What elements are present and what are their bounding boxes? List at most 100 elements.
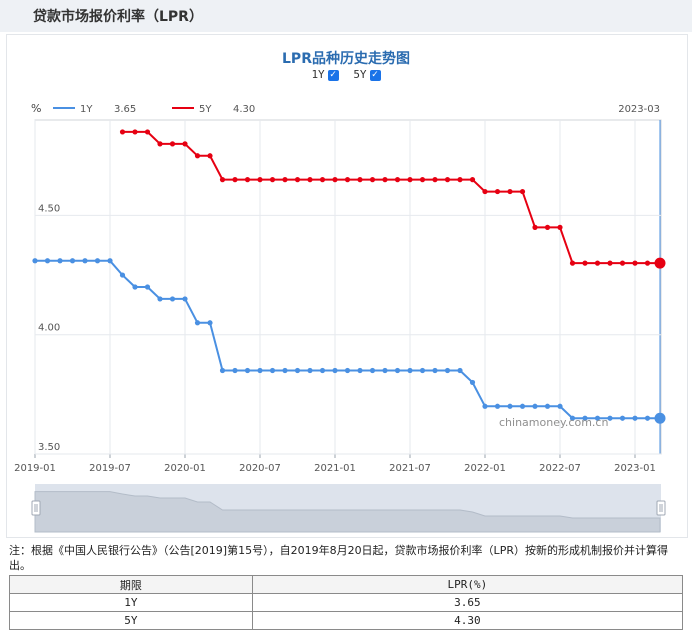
series-point-1y-current[interactable] — [654, 412, 666, 424]
series-point-5y[interactable] — [382, 177, 388, 183]
series-point-1y[interactable] — [569, 415, 576, 421]
legend-item-1y[interactable]: 1Y 3.65 — [53, 104, 136, 115]
series-point-1y[interactable] — [544, 403, 551, 409]
series-point-5y[interactable] — [219, 177, 226, 183]
toggle-5y-checkbox[interactable]: ✓ — [369, 69, 381, 81]
series-point-1y[interactable] — [207, 320, 213, 326]
series-point-1y[interactable] — [507, 403, 513, 409]
series-point-5y[interactable] — [132, 129, 138, 135]
series-point-1y[interactable] — [457, 367, 463, 374]
series-point-5y[interactable] — [169, 141, 176, 147]
series-point-1y[interactable] — [107, 258, 113, 264]
series-point-5y[interactable] — [207, 153, 213, 159]
series-point-5y[interactable] — [369, 177, 376, 183]
series-point-5y[interactable] — [182, 141, 188, 147]
series-point-1y[interactable] — [232, 367, 238, 374]
series-point-5y[interactable] — [457, 177, 463, 183]
series-point-1y[interactable] — [332, 367, 338, 374]
series-point-5y[interactable] — [344, 177, 351, 183]
series-point-5y[interactable] — [332, 177, 338, 183]
series-point-5y[interactable] — [607, 260, 613, 266]
series-point-5y[interactable] — [269, 177, 276, 183]
series-point-1y[interactable] — [344, 367, 351, 374]
series-point-5y[interactable] — [282, 177, 288, 183]
legend-item-5y[interactable]: 5Y 4.30 — [172, 104, 255, 115]
zoom-slider[interactable] — [31, 484, 666, 533]
series-point-1y[interactable] — [582, 415, 588, 421]
series-point-1y[interactable] — [382, 367, 388, 374]
series-point-1y[interactable] — [32, 258, 38, 264]
series-point-1y[interactable] — [132, 284, 138, 290]
series-point-1y[interactable] — [432, 367, 438, 374]
series-point-1y[interactable] — [219, 367, 226, 374]
series-point-1y[interactable] — [69, 258, 76, 264]
series-point-1y[interactable] — [144, 284, 151, 290]
series-point-5y[interactable] — [544, 224, 551, 230]
series-point-1y[interactable] — [294, 367, 301, 374]
series-point-5y[interactable] — [244, 177, 251, 183]
toggle-1y-checkbox[interactable]: ✓ — [327, 69, 339, 81]
series-point-5y[interactable] — [419, 177, 426, 183]
series-point-1y[interactable] — [482, 403, 488, 409]
series-point-5y[interactable] — [482, 188, 488, 195]
series-point-5y[interactable] — [232, 177, 238, 183]
series-point-5y[interactable] — [582, 260, 588, 266]
series-point-1y[interactable] — [282, 367, 288, 374]
series-point-1y[interactable] — [619, 415, 626, 421]
series-point-1y[interactable] — [519, 403, 526, 409]
toggle-1y[interactable]: 1Y ✓ — [311, 68, 339, 81]
series-point-1y[interactable] — [644, 415, 651, 421]
series-point-5y[interactable] — [294, 177, 301, 183]
series-point-5y[interactable] — [394, 177, 401, 183]
series-point-5y[interactable] — [119, 129, 126, 135]
series-point-1y[interactable] — [394, 367, 401, 374]
series-point-1y[interactable] — [419, 367, 426, 374]
series-point-5y[interactable] — [194, 153, 201, 159]
series-point-5y[interactable] — [632, 260, 638, 266]
series-point-1y[interactable] — [319, 367, 326, 374]
series-point-5y[interactable] — [357, 177, 363, 183]
series-point-5y[interactable] — [144, 129, 151, 135]
series-point-1y[interactable] — [594, 415, 601, 421]
series-point-1y[interactable] — [632, 415, 638, 421]
series-point-1y[interactable] — [494, 403, 501, 409]
zoom-handle-left[interactable] — [31, 500, 41, 516]
series-point-1y[interactable] — [57, 258, 63, 264]
series-point-1y[interactable] — [157, 296, 163, 302]
series-point-1y[interactable] — [244, 367, 251, 374]
series-point-1y[interactable] — [257, 367, 263, 374]
series-point-5y[interactable] — [532, 224, 538, 230]
series-point-5y[interactable] — [407, 177, 413, 183]
series-point-1y[interactable] — [269, 367, 276, 374]
series-point-1y[interactable] — [357, 367, 363, 374]
series-point-5y[interactable] — [569, 260, 576, 266]
series-point-1y[interactable] — [444, 367, 451, 374]
series-point-1y[interactable] — [469, 379, 476, 386]
series-point-5y-current[interactable] — [654, 257, 666, 269]
series-point-5y[interactable] — [644, 260, 651, 266]
series-point-1y[interactable] — [607, 415, 613, 421]
series-point-1y[interactable] — [369, 367, 376, 374]
zoom-handle-right[interactable] — [656, 500, 666, 516]
series-point-5y[interactable] — [619, 260, 626, 266]
series-point-5y[interactable] — [519, 188, 526, 195]
series-point-1y[interactable] — [307, 367, 313, 374]
series-point-5y[interactable] — [257, 177, 263, 183]
series-point-5y[interactable] — [507, 188, 513, 195]
series-point-1y[interactable] — [194, 320, 201, 326]
series-point-5y[interactable] — [557, 224, 563, 230]
series-point-5y[interactable] — [307, 177, 313, 183]
series-point-1y[interactable] — [169, 296, 176, 302]
series-point-1y[interactable] — [94, 258, 101, 264]
series-point-5y[interactable] — [469, 177, 476, 183]
series-point-1y[interactable] — [532, 403, 538, 409]
series-point-5y[interactable] — [157, 141, 163, 147]
series-point-1y[interactable] — [82, 258, 88, 264]
series-point-5y[interactable] — [494, 188, 501, 195]
series-point-1y[interactable] — [557, 403, 563, 409]
series-point-1y[interactable] — [119, 272, 126, 278]
series-point-1y[interactable] — [407, 367, 413, 374]
series-point-1y[interactable] — [44, 258, 51, 264]
series-point-5y[interactable] — [444, 177, 451, 183]
series-point-5y[interactable] — [319, 177, 326, 183]
